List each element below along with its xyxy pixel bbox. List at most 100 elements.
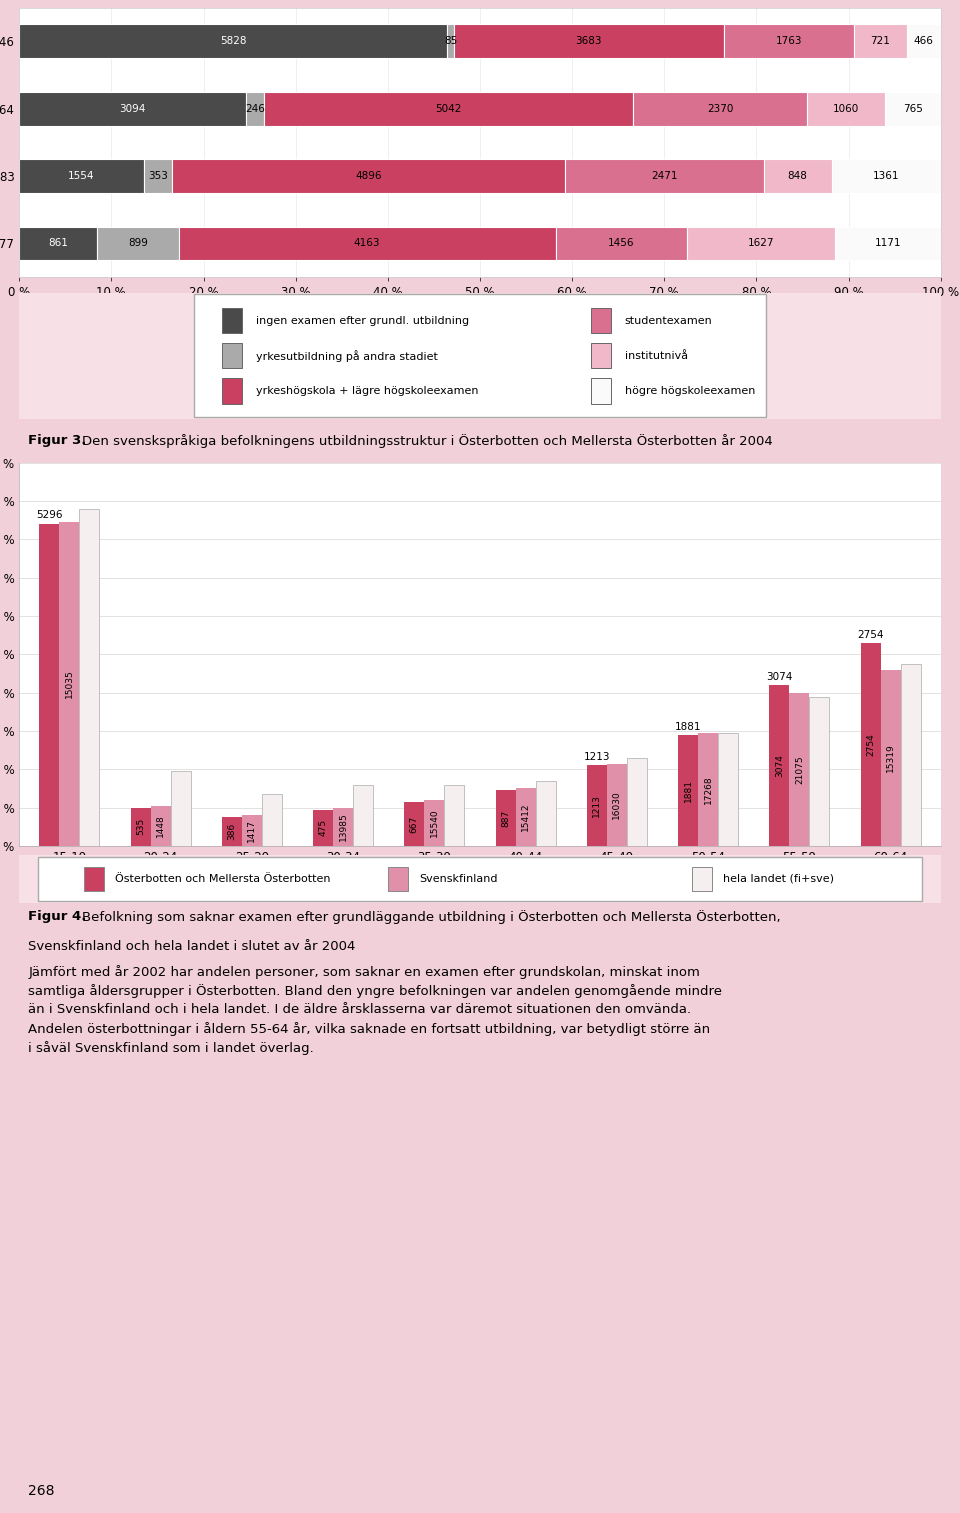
Bar — [853, 24, 906, 57]
Text: 16030: 16030 — [612, 790, 621, 819]
Bar — [19, 159, 144, 192]
Bar — [262, 794, 282, 846]
Text: 15319: 15319 — [886, 743, 895, 772]
Bar — [313, 809, 333, 846]
Bar — [516, 788, 536, 846]
Bar — [906, 24, 941, 57]
Text: 466: 466 — [914, 36, 934, 47]
Text: yrkeshögskola + lägre högskoleexamen: yrkeshögskola + lägre högskoleexamen — [256, 386, 478, 396]
Text: 1456: 1456 — [609, 239, 635, 248]
Bar — [763, 159, 831, 192]
Text: 1417: 1417 — [248, 819, 256, 843]
Bar — [171, 772, 191, 846]
Bar — [80, 508, 100, 846]
Bar — [807, 92, 885, 126]
Bar — [404, 802, 424, 846]
Text: 899: 899 — [128, 239, 148, 248]
Bar — [565, 159, 763, 192]
Bar — [536, 781, 556, 846]
Bar — [590, 309, 611, 333]
Bar — [246, 92, 264, 126]
Text: högre högskoleexamen: högre högskoleexamen — [625, 386, 756, 396]
Text: 3074: 3074 — [766, 672, 792, 682]
Bar — [495, 790, 516, 846]
Text: 1554: 1554 — [68, 171, 95, 182]
Text: studentexamen: studentexamen — [625, 316, 712, 325]
Bar — [222, 817, 242, 846]
Bar — [179, 227, 556, 260]
Text: 1627: 1627 — [748, 239, 775, 248]
Text: 246: 246 — [245, 104, 265, 113]
Text: institutnivå: institutnivå — [625, 351, 687, 360]
Bar — [131, 808, 151, 846]
Bar — [172, 159, 565, 192]
Bar — [333, 808, 353, 846]
Text: 268: 268 — [29, 1484, 55, 1498]
Bar — [144, 159, 172, 192]
Bar — [39, 523, 60, 846]
Bar — [835, 227, 941, 260]
Bar — [556, 227, 687, 260]
Text: 721: 721 — [870, 36, 890, 47]
Bar — [885, 92, 941, 126]
Text: Svenskfinland och hela landet i slutet av år 2004: Svenskfinland och hela landet i slutet a… — [29, 940, 356, 953]
Text: Österbotten och Mellersta Österbotten: Österbotten och Mellersta Österbotten — [115, 875, 330, 884]
Text: 17268: 17268 — [704, 775, 712, 803]
Text: 1213: 1213 — [592, 794, 601, 817]
Bar — [264, 92, 634, 126]
Bar — [222, 309, 242, 333]
Text: 475: 475 — [319, 819, 327, 837]
Bar — [447, 24, 453, 57]
FancyBboxPatch shape — [194, 294, 766, 418]
Text: Figur 4.: Figur 4. — [29, 911, 86, 923]
Text: Figur 3.: Figur 3. — [29, 434, 86, 448]
Text: 1448: 1448 — [156, 814, 165, 837]
Bar — [242, 816, 262, 846]
Text: 1881: 1881 — [675, 722, 702, 732]
Text: 2754: 2754 — [857, 629, 884, 640]
Bar — [19, 92, 246, 126]
Bar — [718, 732, 738, 846]
Bar — [831, 159, 941, 192]
Bar — [692, 867, 712, 891]
Text: 5828: 5828 — [220, 36, 247, 47]
Bar — [607, 764, 627, 846]
Text: 386: 386 — [228, 823, 236, 840]
Bar — [388, 867, 408, 891]
Text: 5042: 5042 — [436, 104, 462, 113]
Text: 21075: 21075 — [795, 755, 804, 784]
Bar — [151, 806, 171, 846]
Bar — [444, 785, 465, 846]
Text: 353: 353 — [148, 171, 168, 182]
Text: 2754: 2754 — [866, 732, 875, 756]
Bar — [724, 24, 853, 57]
Bar — [222, 378, 242, 404]
Text: 13985: 13985 — [339, 812, 348, 841]
Bar — [84, 867, 104, 891]
Bar — [60, 522, 80, 846]
Text: Den svenskspråkiga befolkningens utbildningsstruktur i Österbotten och Mellersta: Den svenskspråkiga befolkningens utbildn… — [82, 434, 773, 448]
Bar — [587, 766, 607, 846]
Text: 1060: 1060 — [832, 104, 859, 113]
Text: Jämfört med år 2002 har andelen personer, som saknar en examen efter grundskolan: Jämfört med år 2002 har andelen personer… — [29, 965, 723, 1056]
Text: 535: 535 — [136, 819, 145, 835]
Text: 1361: 1361 — [873, 171, 900, 182]
Bar — [900, 664, 921, 846]
Text: 5296: 5296 — [36, 510, 62, 520]
Text: 3094: 3094 — [119, 104, 146, 113]
Bar — [590, 378, 611, 404]
Bar — [97, 227, 179, 260]
Text: Svenskfinland: Svenskfinland — [420, 875, 497, 884]
Text: 4896: 4896 — [355, 171, 382, 182]
Text: ingen examen efter grundl. utbildning: ingen examen efter grundl. utbildning — [256, 316, 469, 325]
Bar — [424, 800, 444, 846]
Bar — [453, 24, 724, 57]
FancyBboxPatch shape — [37, 856, 923, 902]
Text: 848: 848 — [787, 171, 807, 182]
Bar — [860, 643, 880, 846]
Text: 2370: 2370 — [708, 104, 733, 113]
Text: 3683: 3683 — [576, 36, 602, 47]
Text: yrkesutbildning på andra stadiet: yrkesutbildning på andra stadiet — [256, 350, 438, 362]
Text: 887: 887 — [501, 809, 510, 826]
Text: 667: 667 — [410, 816, 419, 832]
